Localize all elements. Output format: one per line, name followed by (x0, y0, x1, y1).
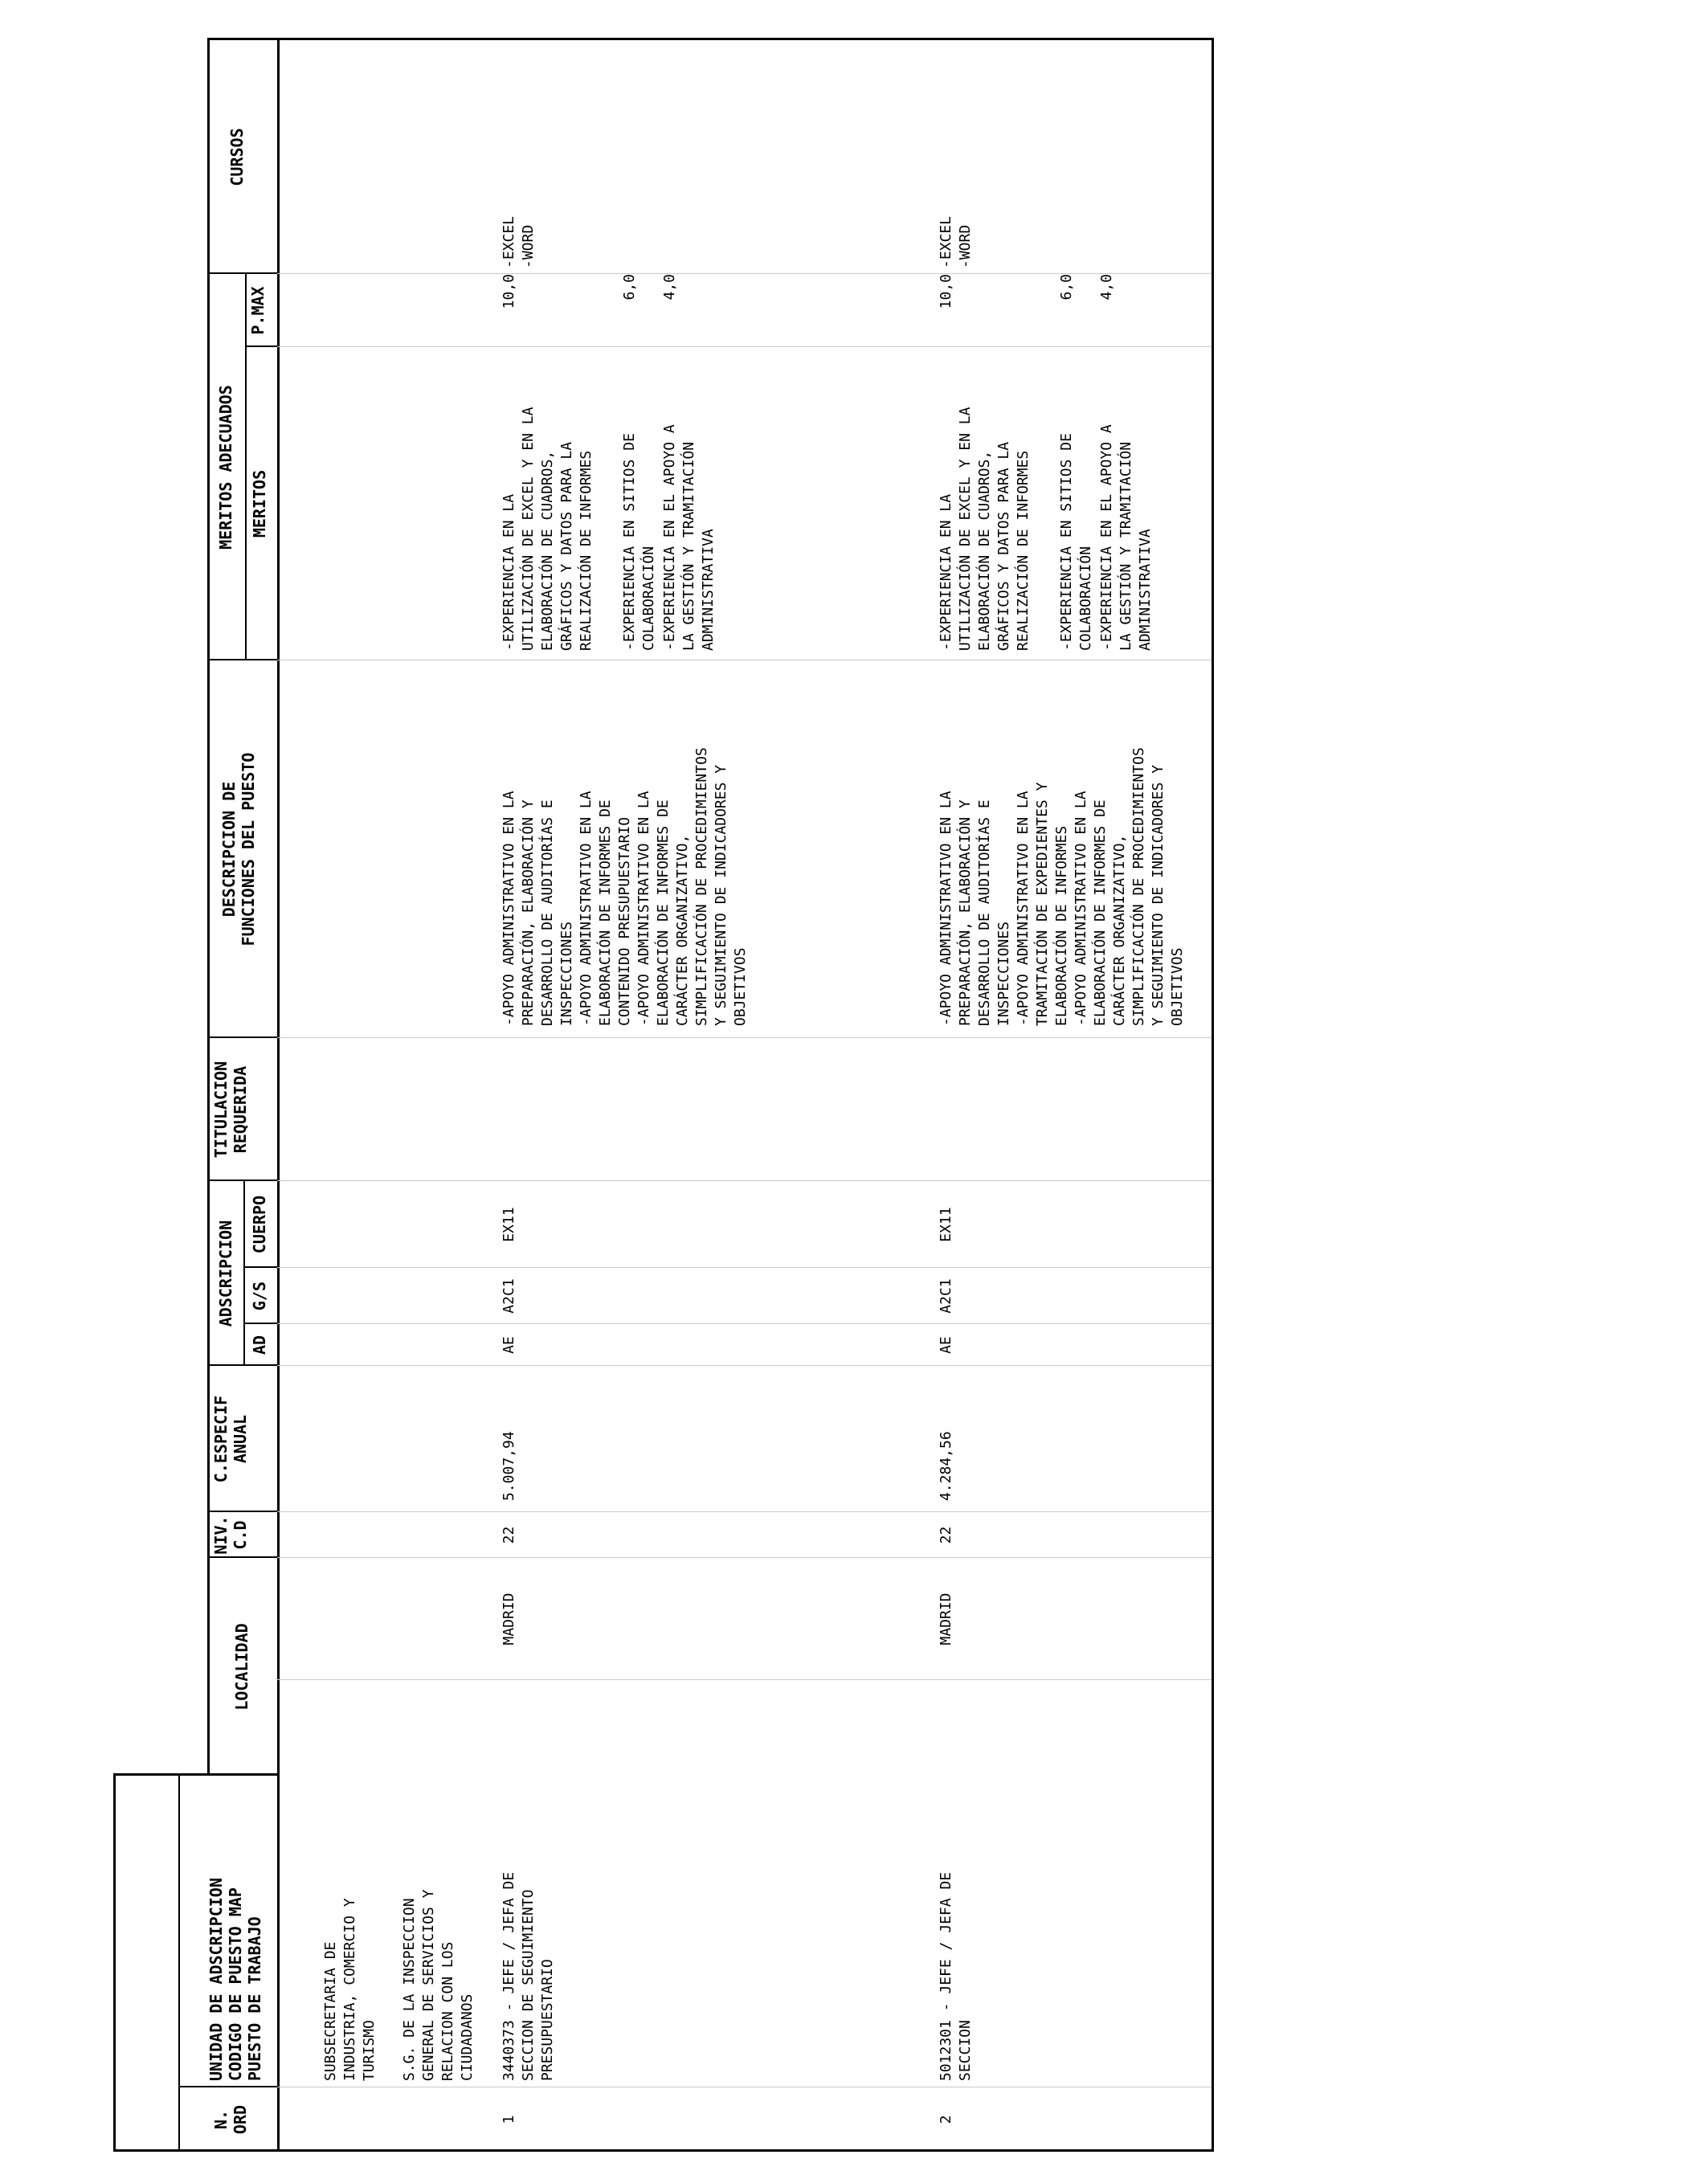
col-sep (277, 1679, 1212, 1680)
row2-merito-1: -EXPERIENCIA EN LA UTILIZACIÓN DE EXCEL Y… (938, 407, 1032, 651)
row1-niv: 22 (501, 1526, 517, 1544)
row1-pmax-2: 6,0 (621, 274, 638, 301)
col-sep (277, 1037, 1212, 1038)
header-gs: G/S (250, 1281, 269, 1311)
row2-pmax-1: 10,0 (938, 274, 954, 309)
meritos-underline (245, 272, 247, 660)
row1-merito-1: -EXPERIENCIA EN LA UTILIZACIÓN DE EXCEL Y… (501, 407, 595, 651)
header-c-especif: C.ESPECIF ANUAL (211, 1395, 250, 1483)
header-titulacion: TITULACION REQUERIDA (211, 1061, 250, 1159)
frame-right (207, 38, 1214, 40)
row1-merito-3: -EXPERIENCIA EN EL APOYO A LA GESTIÓN Y T… (661, 424, 717, 651)
col-sep (277, 1323, 1212, 1324)
row1-ad: AE (501, 1336, 517, 1354)
frame-top-left (113, 1773, 116, 2152)
row1-cuerpo: EX11 (501, 1207, 517, 1242)
adscripcion-underline (243, 1180, 245, 1366)
row1-localidad: MADRID (501, 1592, 517, 1646)
col-sep (277, 1180, 1212, 1181)
header-unidad: UNIDAD DE ADSCRIPCION CODIGO DE PUESTO MA… (206, 1878, 264, 2081)
header-pmax: P.MAX (248, 286, 268, 335)
row2-gs: A2C1 (938, 1278, 954, 1314)
row2-merito-3: -EXPERIENCIA EN EL APOYO A LA GESTIÓN Y T… (1098, 424, 1154, 651)
row2-pmax-3: 4,0 (1098, 274, 1115, 301)
header-ad: AD (250, 1335, 269, 1355)
row1-ord: 1 (501, 2115, 517, 2124)
row1-c-especif: 5.007,94 (501, 1431, 517, 1501)
row2-ad: AE (938, 1336, 954, 1354)
header-bottom-rule (277, 38, 280, 2152)
row2-localidad: MADRID (938, 1592, 954, 1646)
header-meritos-adecuados: MERITOS ADECUADOS (216, 385, 235, 550)
col-sep (277, 1365, 1212, 1366)
header-n-ord: N. ORD (211, 2104, 250, 2135)
col-sep (277, 1511, 1212, 1512)
header-top-rule (207, 38, 210, 1776)
header-meritos: MERITOS (250, 469, 269, 538)
row1-descripcion: -APOYO ADMINISTRATIVO EN LA PREPARACIÓN, … (501, 747, 749, 1026)
row2-niv: 22 (938, 1526, 954, 1544)
row1-cursos: -EXCEL -WORD (501, 215, 537, 268)
row2-c-especif: 4.284,56 (938, 1431, 954, 1501)
leftboxes-top-rule (178, 1773, 180, 2152)
group-row-sg-inspeccion: S.G. DE LA INSPECCION GENERAL DE SERVICIO… (401, 1889, 476, 2081)
row2-cursos: -EXCEL -WORD (938, 215, 974, 268)
header-adscripcion: ADSCRIPCION (216, 1220, 235, 1327)
row1-gs: A2C1 (501, 1278, 517, 1314)
header-localidad: LOCALIDAD (232, 1623, 251, 1711)
header-niv: NIV. C.D (211, 1515, 250, 1555)
col-sep (277, 1267, 1212, 1268)
row1-puesto: 3440373 - JEFE / JEFA DE SECCION DE SEGUI… (501, 1871, 556, 2081)
row1-pmax-1: 10,0 (501, 274, 517, 309)
row2-descripcion: -APOYO ADMINISTRATIVO EN LA PREPARACIÓN, … (938, 747, 1186, 1026)
row2-ord: 2 (938, 2115, 954, 2124)
frame-bottom (1212, 38, 1214, 2152)
row1-pmax-3: 4,0 (661, 274, 678, 301)
row2-puesto: 5012301 - JEFE / JEFA DE SECCION (938, 1871, 974, 2081)
row2-merito-2: -EXPERIENCIA EN SITIOS DE COLABORACIÓN (1058, 433, 1094, 651)
header-descripcion: DESCRIPCION DE FUNCIONES DEL PUESTO (219, 752, 258, 946)
header-cuerpo: CUERPO (250, 1195, 269, 1254)
row1-merito-2: -EXPERIENCIA EN SITIOS DE COLABORACIÓN (621, 433, 657, 651)
row2-pmax-2: 6,0 (1058, 274, 1075, 301)
header-cursos: CURSOS (227, 128, 247, 186)
frame-step (113, 1773, 280, 1776)
col-sep (277, 1557, 1212, 1558)
row2-cuerpo: EX11 (938, 1207, 954, 1242)
group-row-subsecretaria: SUBSECRETARIA DE INDUSTRIA, COMERCIO Y TUR… (322, 1898, 378, 2081)
